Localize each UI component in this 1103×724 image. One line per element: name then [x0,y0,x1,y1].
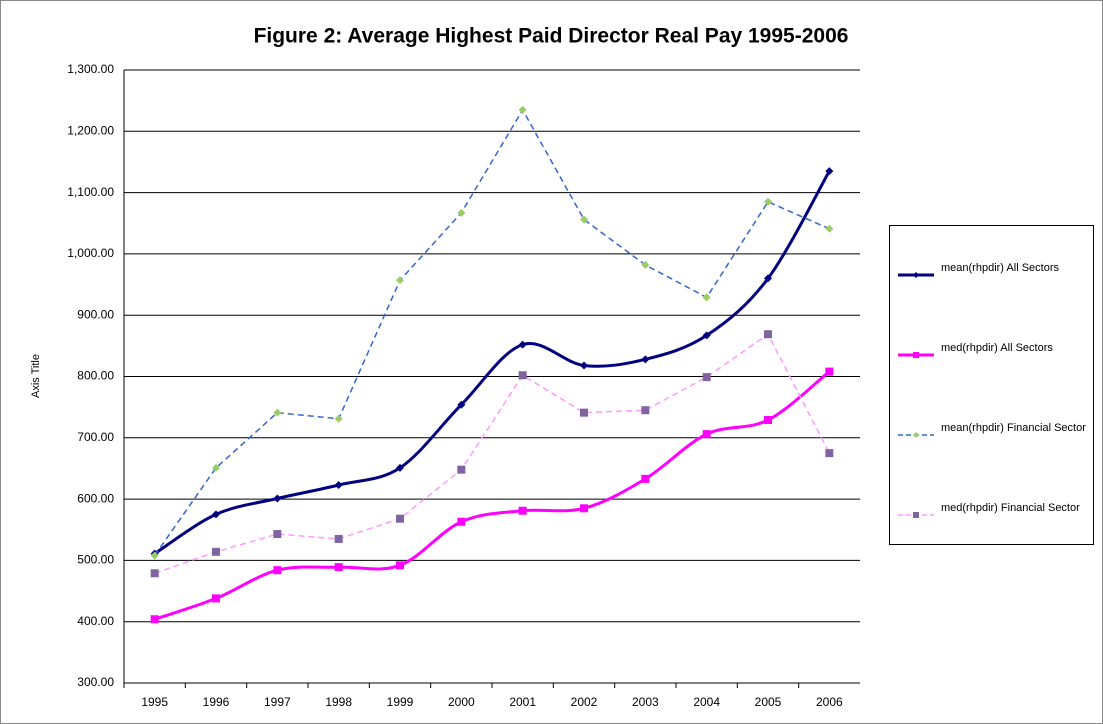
y-axis-title: Axis Title [30,354,42,398]
point [212,594,220,603]
point [457,208,466,217]
x-tick-label: 2003 [632,695,659,709]
point [273,494,282,503]
point [580,504,588,513]
point [580,215,588,224]
legend: mean(rhpdir) All Sectors med(rhpdir) All … [889,225,1094,545]
legend-item: mean(rhpdir) All Sectors [896,256,1091,296]
point [396,514,404,523]
x-tick-label: 2001 [509,695,536,709]
series-line [154,108,830,556]
x-tick-label: 2004 [693,695,720,709]
legend-swatch [898,352,934,358]
point [764,330,772,339]
point [518,506,527,515]
legend-label: mean(rhpdir) All Sectors [941,262,1059,274]
y-tick-label: 800.00 [77,369,114,383]
legend-item: med(rhpdir) Financial Sector [896,496,1091,536]
point [702,293,711,302]
point [641,355,650,364]
legend-swatch [898,272,934,278]
point [702,331,711,340]
point [702,373,711,382]
point [580,408,588,417]
x-tick-label: 1997 [264,695,291,709]
point [518,340,527,349]
point [518,105,527,114]
point [825,449,834,458]
legend-marker [913,432,919,438]
y-tick-label: 600.00 [77,491,114,505]
point [825,167,834,176]
legend-swatch [898,512,934,518]
x-tick-label: 2000 [448,695,475,709]
legend-swatch [898,432,934,438]
point [580,361,588,370]
y-tick-label: 300.00 [77,675,114,689]
point [334,534,343,543]
point [825,224,834,233]
y-tick-label: 900.00 [77,307,114,321]
legend-marker [913,512,919,518]
point [334,481,343,490]
point [334,563,343,572]
legend-item: mean(rhpdir) Financial Sector [896,416,1091,456]
point [641,474,650,483]
x-tick-label: 1999 [387,695,414,709]
point [825,367,834,376]
point [457,400,466,409]
point [396,561,404,570]
point [641,260,650,269]
series-line [154,370,831,621]
point [764,197,772,206]
legend-label: mean(rhpdir) Financial Sector [941,422,1086,434]
x-tick-label: 1996 [203,695,230,709]
legend-label: med(rhpdir) Financial Sector [941,502,1080,514]
point [764,416,772,425]
series-line [154,333,830,574]
legend-marker [913,272,919,278]
point [457,465,466,474]
y-tick-label: 1,000.00 [67,246,114,260]
x-tick-label: 2006 [816,695,843,709]
point [212,547,220,556]
y-tick-label: 700.00 [77,430,114,444]
point [702,430,711,439]
legend-marker [913,352,919,358]
point [764,274,772,283]
point [273,566,282,575]
y-tick-label: 1,200.00 [67,123,114,137]
point [212,510,220,519]
point [396,463,404,472]
point [396,276,404,285]
point [150,551,159,560]
point [641,406,650,415]
y-tick-label: 1,100.00 [67,185,114,199]
y-tick-label: 400.00 [77,614,114,628]
x-tick-label: 1998 [325,695,352,709]
y-tick-label: 500.00 [77,553,114,567]
chart-title: Figure 2: Average Highest Paid Director … [254,25,849,48]
point [273,408,282,417]
point [150,569,159,578]
x-tick-label: 2002 [571,695,598,709]
x-tick-label: 1995 [141,695,168,709]
legend-item: med(rhpdir) All Sectors [896,336,1091,376]
point [150,615,159,624]
point [518,371,527,380]
x-tick-label: 2005 [755,695,782,709]
point [334,414,343,423]
y-tick-label: 1,300.00 [67,62,114,76]
legend-label: med(rhpdir) All Sectors [941,342,1053,354]
point [212,463,220,472]
point [457,517,466,526]
point [273,530,282,539]
